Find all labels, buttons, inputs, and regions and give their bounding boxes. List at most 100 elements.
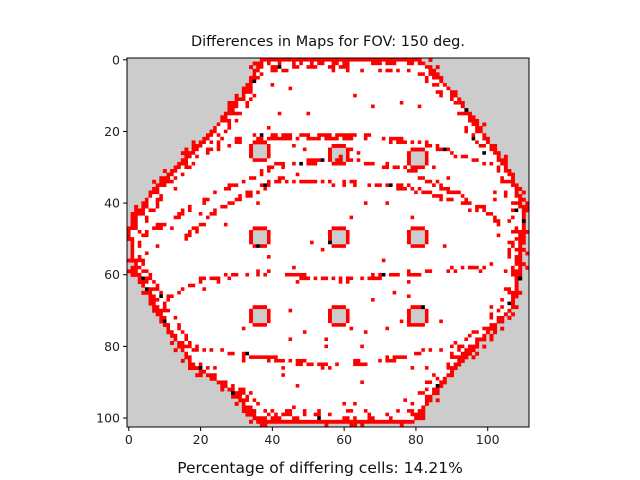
free-cell (292, 358, 297, 363)
free-cell (259, 68, 271, 73)
differing-cell (417, 72, 426, 77)
free-cell (428, 315, 490, 320)
free-cell (345, 161, 365, 166)
free-cell (353, 147, 411, 152)
free-cell (141, 272, 149, 277)
free-cell (162, 290, 178, 295)
differing-cell (188, 208, 192, 213)
free-cell (231, 186, 264, 191)
free-cell (349, 319, 401, 324)
free-cell (349, 416, 354, 421)
differing-cell (446, 147, 451, 152)
differing-cell (435, 179, 440, 184)
differing-cell (198, 280, 203, 285)
differing-cell (256, 269, 261, 274)
free-cell (134, 240, 139, 245)
differing-cell (292, 65, 300, 70)
free-cell (227, 222, 498, 227)
differing-cell (345, 229, 350, 234)
free-cell (148, 233, 185, 238)
obstacle-cell (471, 136, 476, 141)
free-cell (252, 83, 271, 88)
differing-cell (310, 240, 314, 245)
free-cell (439, 143, 480, 148)
differing-cell (489, 143, 498, 148)
differing-cell (349, 423, 358, 428)
differing-cell (328, 158, 332, 163)
differing-cell (216, 280, 221, 285)
differing-cell (231, 272, 239, 277)
free-cell (238, 100, 246, 105)
free-cell (367, 409, 397, 414)
free-cell (514, 244, 519, 249)
differing-cell (202, 197, 210, 202)
differing-cell (205, 133, 214, 138)
differing-cell (342, 179, 347, 184)
differing-cell (503, 194, 508, 199)
free-cell (284, 165, 383, 170)
free-cell (432, 380, 440, 385)
differing-cell (220, 136, 225, 141)
free-cell (184, 208, 189, 213)
y-tick-label: 60 (104, 267, 120, 282)
differing-cell (511, 176, 515, 181)
differing-cell (299, 276, 311, 281)
differing-cell (342, 416, 350, 421)
differing-cell (144, 276, 153, 281)
free-cell (424, 348, 429, 353)
differing-cell (173, 215, 182, 220)
free-cell (493, 212, 523, 216)
differing-cell (180, 358, 185, 363)
free-cell (482, 269, 505, 274)
differing-cell (259, 244, 268, 249)
free-cell (241, 197, 440, 202)
free-cell (295, 161, 300, 166)
free-cell (399, 409, 408, 414)
free-cell (270, 358, 275, 363)
differing-cell (493, 151, 501, 156)
differing-cell (424, 140, 429, 145)
free-cell (428, 161, 483, 166)
free-cell (493, 305, 501, 310)
differing-cell (367, 416, 376, 421)
free-cell (241, 111, 279, 116)
differing-cell (238, 398, 250, 403)
free-cell (331, 179, 343, 184)
free-cell (511, 255, 515, 259)
y-tick-label: 100 (96, 411, 120, 426)
differing-cell (406, 151, 411, 156)
free-cell (324, 61, 332, 66)
differing-cell (223, 111, 243, 116)
differing-cell (188, 283, 196, 288)
obstacle-cell (507, 301, 512, 306)
differing-cell (435, 90, 444, 95)
differing-cell (424, 75, 429, 80)
free-cell (295, 179, 300, 184)
free-cell (428, 79, 440, 84)
differing-cell (410, 165, 426, 170)
free-cell (453, 197, 465, 202)
free-cell (496, 215, 512, 220)
differing-cell (482, 208, 487, 213)
differing-cell (284, 179, 289, 184)
differing-cell (335, 362, 340, 367)
differing-cell (292, 61, 297, 66)
differing-cell (141, 283, 146, 288)
differing-cell (410, 147, 426, 152)
free-cell (471, 208, 476, 213)
differing-cell (482, 344, 487, 349)
free-cell (270, 269, 408, 274)
differing-cell (227, 122, 232, 127)
differing-cell (406, 269, 411, 274)
free-cell (188, 337, 289, 342)
differing-cell (389, 136, 404, 141)
free-cell (356, 179, 426, 184)
free-cell (503, 176, 512, 181)
differing-cell (496, 319, 505, 324)
free-cell (292, 86, 447, 91)
differing-cell (406, 323, 426, 328)
free-cell (152, 276, 200, 281)
differing-cell (378, 68, 383, 73)
differing-cell (198, 362, 203, 367)
differing-cell (259, 58, 422, 62)
